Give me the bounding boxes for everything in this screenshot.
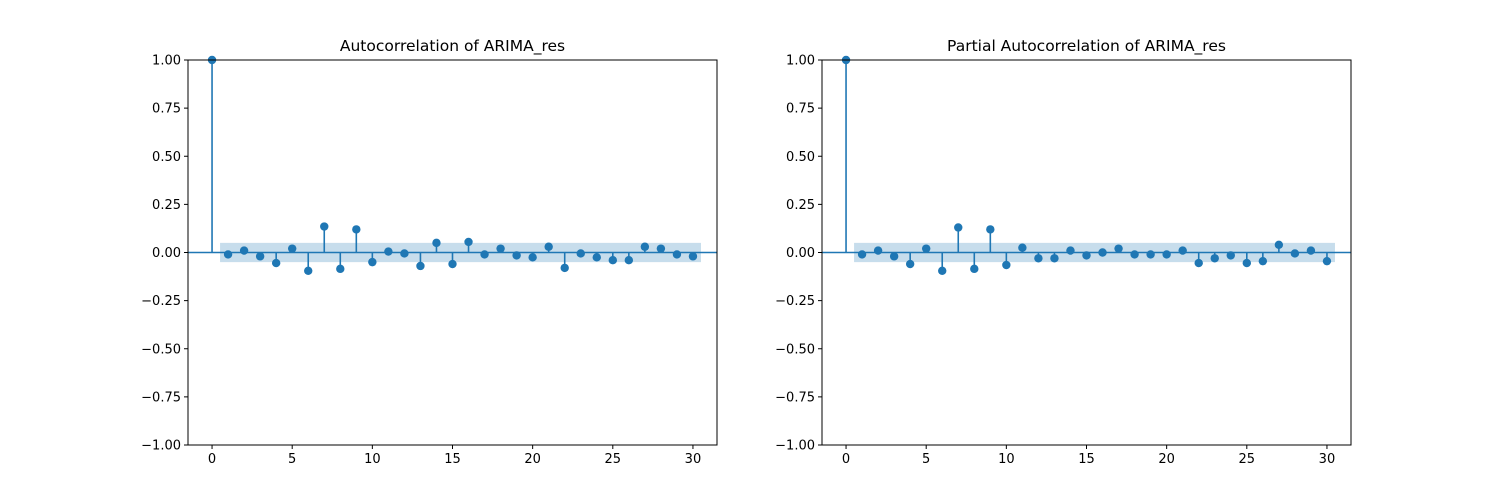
marker-lag-7 [320, 222, 329, 231]
marker-lag-4 [271, 258, 281, 268]
marker-lag-10 [368, 257, 377, 267]
marker-lag-6 [938, 266, 947, 275]
x-tick-label: 20 [1158, 452, 1175, 467]
marker-lag-17 [480, 250, 489, 259]
y-tick-label: 0.00 [152, 246, 181, 261]
y-tick-label: −1.00 [775, 439, 815, 454]
y-tick-label: 1.00 [786, 54, 815, 69]
marker-lag-21 [544, 242, 553, 251]
marker-lag-8 [970, 264, 979, 274]
x-tick-label: 15 [1078, 452, 1095, 467]
marker-lag-22 [1194, 258, 1203, 268]
marker-lag-8 [336, 264, 345, 274]
marker-lag-15 [1082, 251, 1091, 260]
marker-lag-19 [512, 251, 521, 260]
x-tick-label: 20 [524, 452, 541, 467]
marker-lag-12 [400, 249, 409, 258]
x-tick-label: 5 [922, 452, 930, 467]
marker-lag-14 [432, 238, 441, 248]
marker-lag-23 [1210, 254, 1219, 263]
x-tick-label: 5 [288, 452, 296, 467]
y-tick-label: 0.25 [152, 198, 181, 213]
marker-lag-27 [640, 242, 650, 251]
marker-lag-13 [1050, 254, 1059, 263]
marker-lag-26 [1258, 256, 1268, 266]
y-tick-label: 0.75 [152, 102, 181, 117]
marker-lag-28 [656, 244, 666, 253]
x-tick-label: 10 [364, 452, 381, 467]
marker-lag-5 [287, 244, 297, 253]
y-tick-label: −0.75 [141, 390, 181, 405]
chart-title: Autocorrelation of ARIMA_res [340, 37, 565, 56]
x-tick-label: 30 [1319, 452, 1336, 467]
y-tick-label: −0.75 [775, 390, 815, 405]
marker-lag-24 [592, 253, 601, 262]
marker-lag-7 [954, 223, 963, 232]
marker-lag-12 [1034, 254, 1043, 263]
y-tick-label: 0.00 [786, 246, 815, 261]
marker-lag-14 [1066, 246, 1075, 255]
marker-lag-16 [1098, 248, 1107, 257]
x-tick-label: 25 [1239, 452, 1256, 467]
marker-lag-5 [921, 244, 931, 253]
marker-lag-23 [576, 249, 585, 258]
marker-lag-16 [464, 237, 473, 247]
y-tick-label: 0.50 [786, 150, 815, 165]
marker-lag-22 [560, 263, 569, 273]
marker-lag-20 [528, 253, 537, 262]
y-tick-label: −0.25 [775, 294, 815, 309]
marker-lag-13 [416, 261, 425, 271]
marker-lag-29 [1306, 246, 1316, 255]
marker-lag-9 [986, 225, 995, 234]
marker-lag-6 [304, 266, 313, 275]
x-tick-label: 10 [998, 452, 1015, 467]
marker-lag-24 [1226, 251, 1235, 260]
acf-panel: 0 5 10 15 20 25 30 1.00 0.75 0.50 0.25 0.00 −0.25 −0.… [141, 37, 718, 467]
marker-lag-9 [352, 225, 361, 234]
marker-lag-29 [672, 250, 682, 259]
marker-lag-21 [1178, 246, 1187, 255]
marker-lag-3 [889, 252, 899, 261]
x-tick-label: 0 [208, 452, 216, 467]
y-tick-label: 1.00 [152, 54, 181, 69]
y-tick-label: 0.75 [786, 102, 815, 117]
y-tick-label: −0.50 [141, 342, 181, 357]
marker-lag-4 [905, 259, 915, 269]
marker-lag-3 [255, 252, 265, 261]
marker-lag-20 [1162, 250, 1171, 259]
marker-lag-2 [873, 246, 883, 255]
marker-lag-17 [1114, 244, 1123, 253]
marker-lag-10 [1002, 260, 1011, 270]
marker-lag-18 [496, 244, 505, 253]
marker-lag-1 [223, 250, 233, 259]
marker-lag-1 [857, 250, 867, 259]
marker-lag-11 [384, 247, 393, 256]
y-tick-label: 0.50 [152, 150, 181, 165]
marker-lag-30 [1322, 256, 1332, 266]
x-tick-label: 0 [842, 452, 850, 467]
y-tick-label: −0.50 [775, 342, 815, 357]
marker-lag-11 [1018, 243, 1027, 252]
marker-lag-18 [1130, 250, 1139, 259]
y-tick-label: −0.25 [141, 294, 181, 309]
x-tick-label: 30 [685, 452, 702, 467]
marker-lag-19 [1146, 250, 1155, 259]
marker-lag-25 [608, 256, 618, 265]
marker-lag-28 [1290, 249, 1300, 258]
marker-lag-27 [1274, 240, 1284, 249]
pacf-panel: 0 5 10 15 20 25 30 1.00 0.75 0.50 0.25 0.00 −0.25 −0.… [775, 37, 1352, 467]
marker-lag-26 [624, 256, 634, 265]
marker-lag-2 [239, 246, 249, 255]
x-tick-label: 15 [444, 452, 461, 467]
marker-lag-25 [1242, 258, 1252, 268]
y-tick-label: −1.00 [141, 439, 181, 454]
x-tick-label: 25 [605, 452, 622, 467]
marker-lag-15 [448, 259, 457, 269]
marker-lag-30 [688, 252, 698, 261]
chart-title: Partial Autocorrelation of ARIMA_res [947, 37, 1226, 56]
y-tick-label: 0.25 [786, 198, 815, 213]
